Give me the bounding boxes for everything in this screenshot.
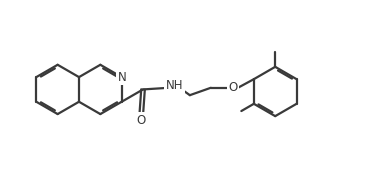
Text: NH: NH bbox=[166, 79, 184, 92]
Text: N: N bbox=[118, 71, 127, 84]
Text: O: O bbox=[229, 81, 237, 94]
Text: O: O bbox=[137, 114, 146, 127]
